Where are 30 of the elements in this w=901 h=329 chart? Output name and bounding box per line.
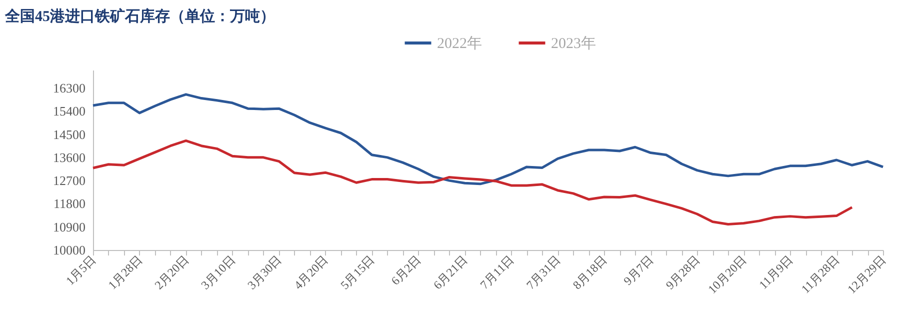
- x-tick-label: 10月20日: [705, 252, 750, 296]
- y-tick-label: 10000: [53, 242, 86, 258]
- x-tick-label: 3月10日: [198, 252, 238, 292]
- x-tick-label: 11月28日: [798, 252, 842, 296]
- x-tick-label: 9月28日: [662, 252, 703, 292]
- x-tick-label: 5月15日: [338, 252, 378, 292]
- y-tick-label: 10900: [53, 219, 86, 234]
- x-tick-label: 4月20日: [291, 252, 331, 292]
- y-tick-label: 16300: [53, 80, 86, 96]
- legend-label: 2022年: [437, 35, 482, 52]
- y-tick-label: 12700: [53, 173, 86, 188]
- line-series: [92, 139, 854, 226]
- x-tick-label: 8月18日: [570, 252, 610, 292]
- x-tick-label: 3月30日: [244, 252, 284, 292]
- line-series: [92, 93, 884, 186]
- y-tick-label: 14500: [53, 126, 86, 142]
- x-tick-label: 12月29日: [844, 252, 888, 296]
- x-tick-label: 11月9日: [756, 252, 796, 292]
- x-tick-label: 9月7日: [620, 252, 656, 288]
- x-tick-label: 7月31日: [524, 252, 564, 292]
- x-tick-label: 2月20日: [152, 252, 192, 292]
- y-tick-label: 15400: [53, 104, 86, 119]
- chart-title: 全国45港进口铁矿石库存（单位：万吨）: [4, 7, 275, 25]
- y-tick-label: 11800: [53, 196, 86, 212]
- legend-label: 2023年: [551, 35, 596, 52]
- x-tick-label: 6月21日: [430, 252, 470, 292]
- x-tick-label: 7月11日: [477, 252, 517, 292]
- y-tick-label: 13600: [53, 150, 86, 165]
- x-tick-label: 6月2日: [388, 252, 424, 288]
- x-tick-label: 1月28日: [105, 252, 145, 292]
